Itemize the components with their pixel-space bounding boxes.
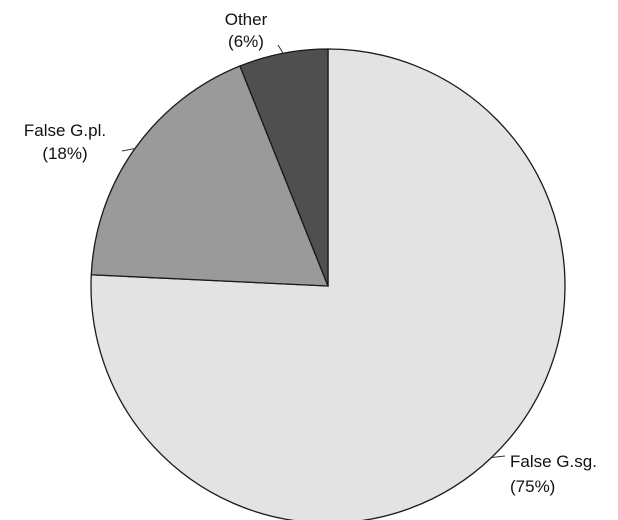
- leader-line-1: [121, 148, 136, 152]
- pie-slice-other: [239, 48, 329, 287]
- label-other-pct: (6%): [228, 32, 264, 51]
- label-other-name: Other: [225, 10, 268, 29]
- leader-line-0: [491, 455, 506, 459]
- pie-slice-false-g-pl: [90, 65, 329, 287]
- label-false-gpl-name: False G.pl.: [24, 121, 106, 140]
- label-false-gpl-pct: (18%): [42, 144, 87, 163]
- pie-slices: [90, 48, 566, 520]
- leader-lines: [121, 44, 506, 459]
- label-false-gsg-name: False G.sg.: [510, 452, 597, 471]
- leader-line-2: [277, 44, 284, 54]
- label-false-gsg-pct: (75%): [510, 477, 555, 496]
